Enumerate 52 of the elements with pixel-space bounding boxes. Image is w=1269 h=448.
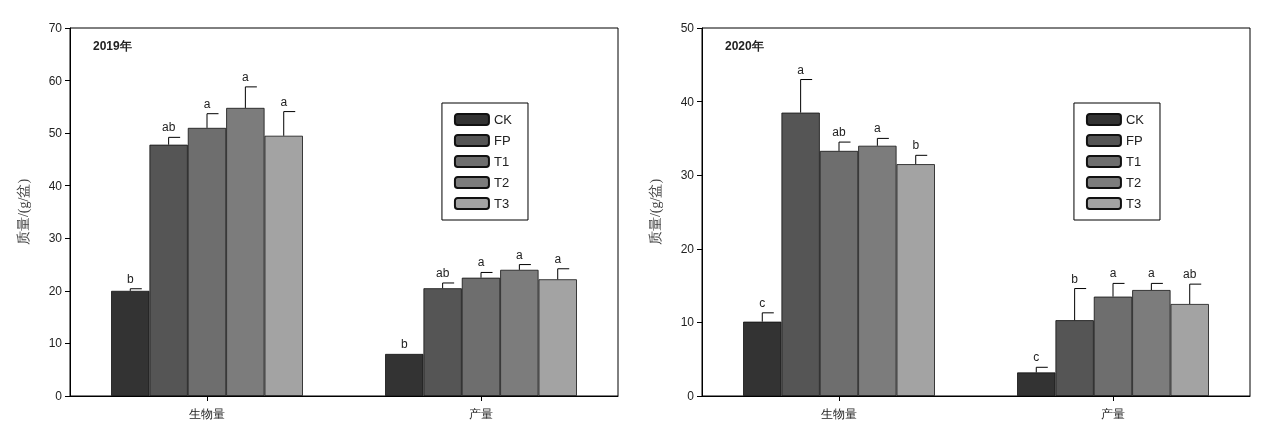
legend-label: T1 [1125, 154, 1142, 169]
y-tick-label: 0 [55, 389, 63, 403]
legend-label: CK [1125, 112, 1145, 127]
y-tick-label: 70 [48, 21, 63, 35]
data-label: b [912, 138, 920, 153]
data-label: ab [1183, 267, 1197, 282]
y-axis-title: 质量/(g/盆) [647, 178, 664, 246]
data-label: ab [161, 120, 176, 135]
y-tick-label: 50 [680, 21, 695, 35]
y-tick-label: 50 [48, 126, 63, 141]
data-label: a [554, 251, 562, 266]
data-label: ab [435, 265, 450, 280]
legend-label: T3 [493, 196, 510, 211]
y-tick-label: 10 [48, 336, 63, 351]
data-label: a [1109, 266, 1117, 281]
legend-label: T3 [1125, 196, 1142, 211]
data-label: a [242, 69, 250, 84]
data-label: a [477, 255, 485, 270]
data-label: b [1071, 271, 1079, 286]
y-axis-title: 质量/(g/盆) [15, 178, 32, 246]
legend-label: FP [1125, 133, 1143, 148]
data-label: a [797, 62, 805, 77]
data-label: b [400, 336, 408, 351]
y-tick-label: 30 [680, 168, 695, 183]
x-tick-label: 生物量 [821, 407, 857, 421]
y-tick-label: 20 [680, 241, 695, 256]
legend-label: T2 [493, 175, 510, 190]
data-label: c [1033, 350, 1040, 365]
legend-label: CK [493, 112, 513, 127]
legend-label: T2 [1125, 175, 1142, 190]
data-label: a [516, 247, 524, 262]
legend-label: T1 [493, 154, 510, 169]
y-tick-label: 0 [687, 389, 695, 403]
data-label: a [203, 96, 211, 111]
y-tick-label: 30 [48, 231, 63, 246]
y-tick-label: 40 [680, 94, 695, 109]
data-label: b [126, 271, 134, 286]
y-tick-label: 60 [48, 73, 63, 88]
y-tick-label: 40 [48, 178, 63, 193]
text: 2020年 [725, 39, 764, 53]
legend-label: FP [493, 133, 511, 148]
x-tick-label: 产量 [469, 407, 493, 421]
y-tick-label: 10 [680, 315, 695, 330]
data-label: a [874, 121, 882, 136]
text: 2019年 [93, 39, 132, 53]
data-label: ab [832, 125, 846, 140]
y-tick-label: 20 [48, 283, 63, 298]
data-label: c [759, 295, 766, 310]
data-label: a [1148, 266, 1156, 281]
data-label: a [280, 94, 288, 109]
x-tick-label: 生物量 [189, 407, 225, 421]
x-tick-label: 产量 [1101, 407, 1125, 421]
